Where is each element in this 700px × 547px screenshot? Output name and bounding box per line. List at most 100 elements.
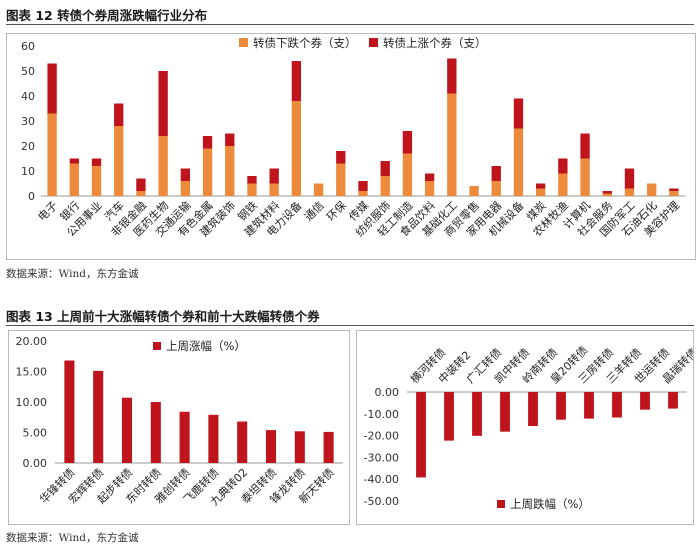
y-tick-label: -20.00	[364, 430, 399, 443]
legend-label-gain: 上周涨幅（%）	[166, 339, 246, 353]
bar-down	[380, 176, 390, 196]
bar-up	[380, 161, 390, 176]
bar-up	[624, 168, 635, 189]
y-tick-label: 0.00	[375, 386, 400, 399]
y-tick-label: -10.00	[364, 408, 399, 421]
bar-down	[136, 191, 146, 196]
figure-13-losers-panel: 0.00 -10.00 -20.00 -30.00 -40.00 -50.00 横河转债 中装…	[356, 330, 694, 525]
y-tick-label: 0	[28, 190, 35, 203]
bar-gain	[294, 431, 305, 463]
x-tick-label: 通信	[302, 199, 327, 224]
bar-up	[202, 136, 213, 149]
bar-up	[669, 188, 679, 191]
legend-swatch-gain	[153, 342, 161, 350]
y-tick-label: 10	[21, 165, 35, 178]
y-tick-label: 30	[21, 115, 35, 128]
bar-up	[291, 61, 302, 101]
bar-up	[180, 168, 191, 181]
bar-down	[424, 181, 435, 196]
bar-down	[47, 113, 57, 196]
y-tick-label: 0.00	[23, 457, 48, 470]
bar-loss	[584, 392, 594, 419]
bar-up	[269, 168, 279, 184]
bar-up	[402, 131, 413, 154]
bar-loss	[416, 392, 426, 478]
legend-label-up: 转债上涨个券（支）	[383, 36, 487, 50]
bar-down	[69, 163, 79, 196]
figure-12-chart-panel: 0 10 20 30 40 50 60 电子 银行 公用事业 汽车 非银金融 医药生物 交通运输 有色金属建…	[6, 33, 696, 260]
bar-loss	[640, 392, 650, 410]
bar-up	[358, 181, 368, 191]
legend-swatch-down	[239, 38, 248, 47]
figure-13-title: 图表 13 上周前十大涨幅转债个券和前十大跌幅转债个券	[6, 309, 320, 324]
bar-down	[91, 166, 102, 196]
y-tick-label: 15.00	[16, 366, 48, 379]
bar-down	[469, 186, 479, 196]
bar-up	[580, 133, 590, 159]
y-tick-label: -40.00	[364, 473, 399, 486]
bar-loss	[528, 392, 538, 427]
bar-down	[336, 163, 346, 196]
bar-down	[491, 181, 501, 196]
bar-gain	[208, 414, 219, 463]
y-tick-label: 20	[21, 140, 35, 153]
bar-up	[47, 63, 57, 114]
bar-up	[424, 173, 435, 181]
y-tick-label: 5.00	[23, 427, 48, 440]
bar-down	[669, 191, 679, 196]
bar-up	[602, 191, 612, 194]
bar-down	[558, 173, 568, 196]
bar-up	[91, 158, 102, 166]
legend-swatch-loss	[497, 500, 505, 508]
figure-13-gainers-panel: 0.00 5.00 10.00 15.00 20.00 华锋转债 宏辉转债 起步转债 东时转债雅…	[8, 330, 350, 525]
bar-loss	[612, 392, 622, 418]
bar-down	[247, 183, 257, 196]
top-gainers-chart: 0.005.0010.0015.0020.00华锋转债宏辉转债起步转债东时转债雅…	[16, 335, 343, 508]
legend-swatch-up	[369, 38, 378, 47]
y-tick-label: -50.00	[364, 495, 399, 508]
bar-gain	[121, 397, 133, 463]
industry-distribution-chart: 0102030405060电子银行公用事业汽车非银金融医药生物交通运输有色金属建…	[21, 36, 685, 239]
bar-down	[402, 153, 413, 196]
bar-down	[313, 183, 324, 196]
bar-up	[69, 158, 79, 164]
bar-loss	[500, 392, 510, 432]
bar-up	[491, 166, 501, 181]
bar-gain	[323, 431, 334, 463]
bar-up	[447, 58, 457, 94]
figure-12-source: 数据来源：Wind，东方金诚	[6, 268, 139, 280]
bar-down	[358, 191, 368, 196]
bar-down	[513, 128, 524, 196]
bar-down	[114, 126, 124, 196]
bar-down	[269, 183, 279, 196]
bar-up	[247, 176, 257, 184]
bar-down	[580, 158, 590, 196]
bar-up	[114, 103, 124, 126]
bar-down	[602, 193, 612, 196]
y-tick-label: 40	[21, 90, 35, 103]
bar-gain	[237, 421, 248, 463]
y-tick-label: 60	[21, 40, 35, 53]
bar-loss	[444, 392, 454, 441]
figure-13-source: 数据来源：Wind，东方金诚	[6, 532, 139, 544]
bar-loss	[472, 392, 482, 436]
bar-gain	[93, 370, 104, 463]
y-tick-label: 50	[21, 65, 35, 78]
bar-up	[535, 183, 546, 189]
bar-up	[158, 71, 168, 136]
bar-gain	[150, 402, 161, 463]
y-tick-label: -30.00	[364, 451, 399, 464]
bar-gain	[265, 430, 277, 463]
figure-13-rule	[6, 325, 694, 326]
bar-down	[291, 101, 302, 196]
bar-down	[535, 188, 546, 196]
bar-gain	[64, 360, 75, 463]
bar-loss	[556, 392, 566, 420]
bar-up	[513, 98, 524, 129]
figure-12-rule	[6, 24, 694, 25]
bar-gain	[179, 411, 190, 463]
bar-down	[624, 188, 635, 196]
bar-up	[136, 178, 146, 191]
y-tick-label: 20.00	[16, 335, 48, 348]
bar-up	[558, 158, 568, 174]
